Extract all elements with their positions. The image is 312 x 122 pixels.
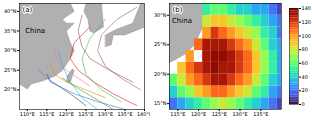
svg-text:60: 60	[302, 60, 308, 66]
svg-text:35°N: 35°N	[4, 28, 17, 34]
svg-text:120°E: 120°E	[59, 111, 74, 117]
svg-text:30°N: 30°N	[4, 47, 17, 53]
svg-text:125°E: 125°E	[212, 111, 227, 117]
svg-text:135°E: 135°E	[117, 111, 132, 117]
svg-text:110°E: 110°E	[20, 111, 35, 117]
svg-text:125°E: 125°E	[78, 111, 93, 117]
svg-text:(b): (b)	[173, 6, 183, 14]
svg-text:140°E: 140°E	[136, 111, 153, 118]
svg-text:25°N: 25°N	[4, 67, 17, 73]
svg-text:120°E: 120°E	[191, 111, 206, 117]
svg-text:China: China	[172, 17, 192, 25]
svg-text:40°N: 40°N	[4, 8, 17, 14]
svg-text:(a): (a)	[23, 6, 33, 14]
svg-text:20°N: 20°N	[4, 86, 17, 92]
svg-text:20: 20	[302, 87, 308, 93]
svg-text:120: 120	[302, 19, 312, 25]
svg-text:115°E: 115°E	[39, 111, 54, 117]
svg-text:100: 100	[302, 33, 312, 39]
svg-text:0: 0	[302, 101, 305, 107]
svg-text:30°N: 30°N	[154, 12, 167, 18]
svg-text:20°N: 20°N	[154, 71, 167, 77]
svg-text:140: 140	[302, 5, 312, 11]
svg-text:130°E: 130°E	[98, 111, 113, 117]
svg-text:15°N: 15°N	[154, 100, 167, 106]
svg-text:China: China	[25, 27, 45, 35]
svg-text:80: 80	[302, 46, 308, 52]
svg-text:25°N: 25°N	[154, 41, 167, 47]
svg-text:115°E: 115°E	[170, 111, 185, 117]
svg-text:135°E: 135°E	[253, 111, 268, 117]
svg-text:130°E: 130°E	[232, 111, 247, 117]
svg-text:40: 40	[302, 74, 308, 80]
